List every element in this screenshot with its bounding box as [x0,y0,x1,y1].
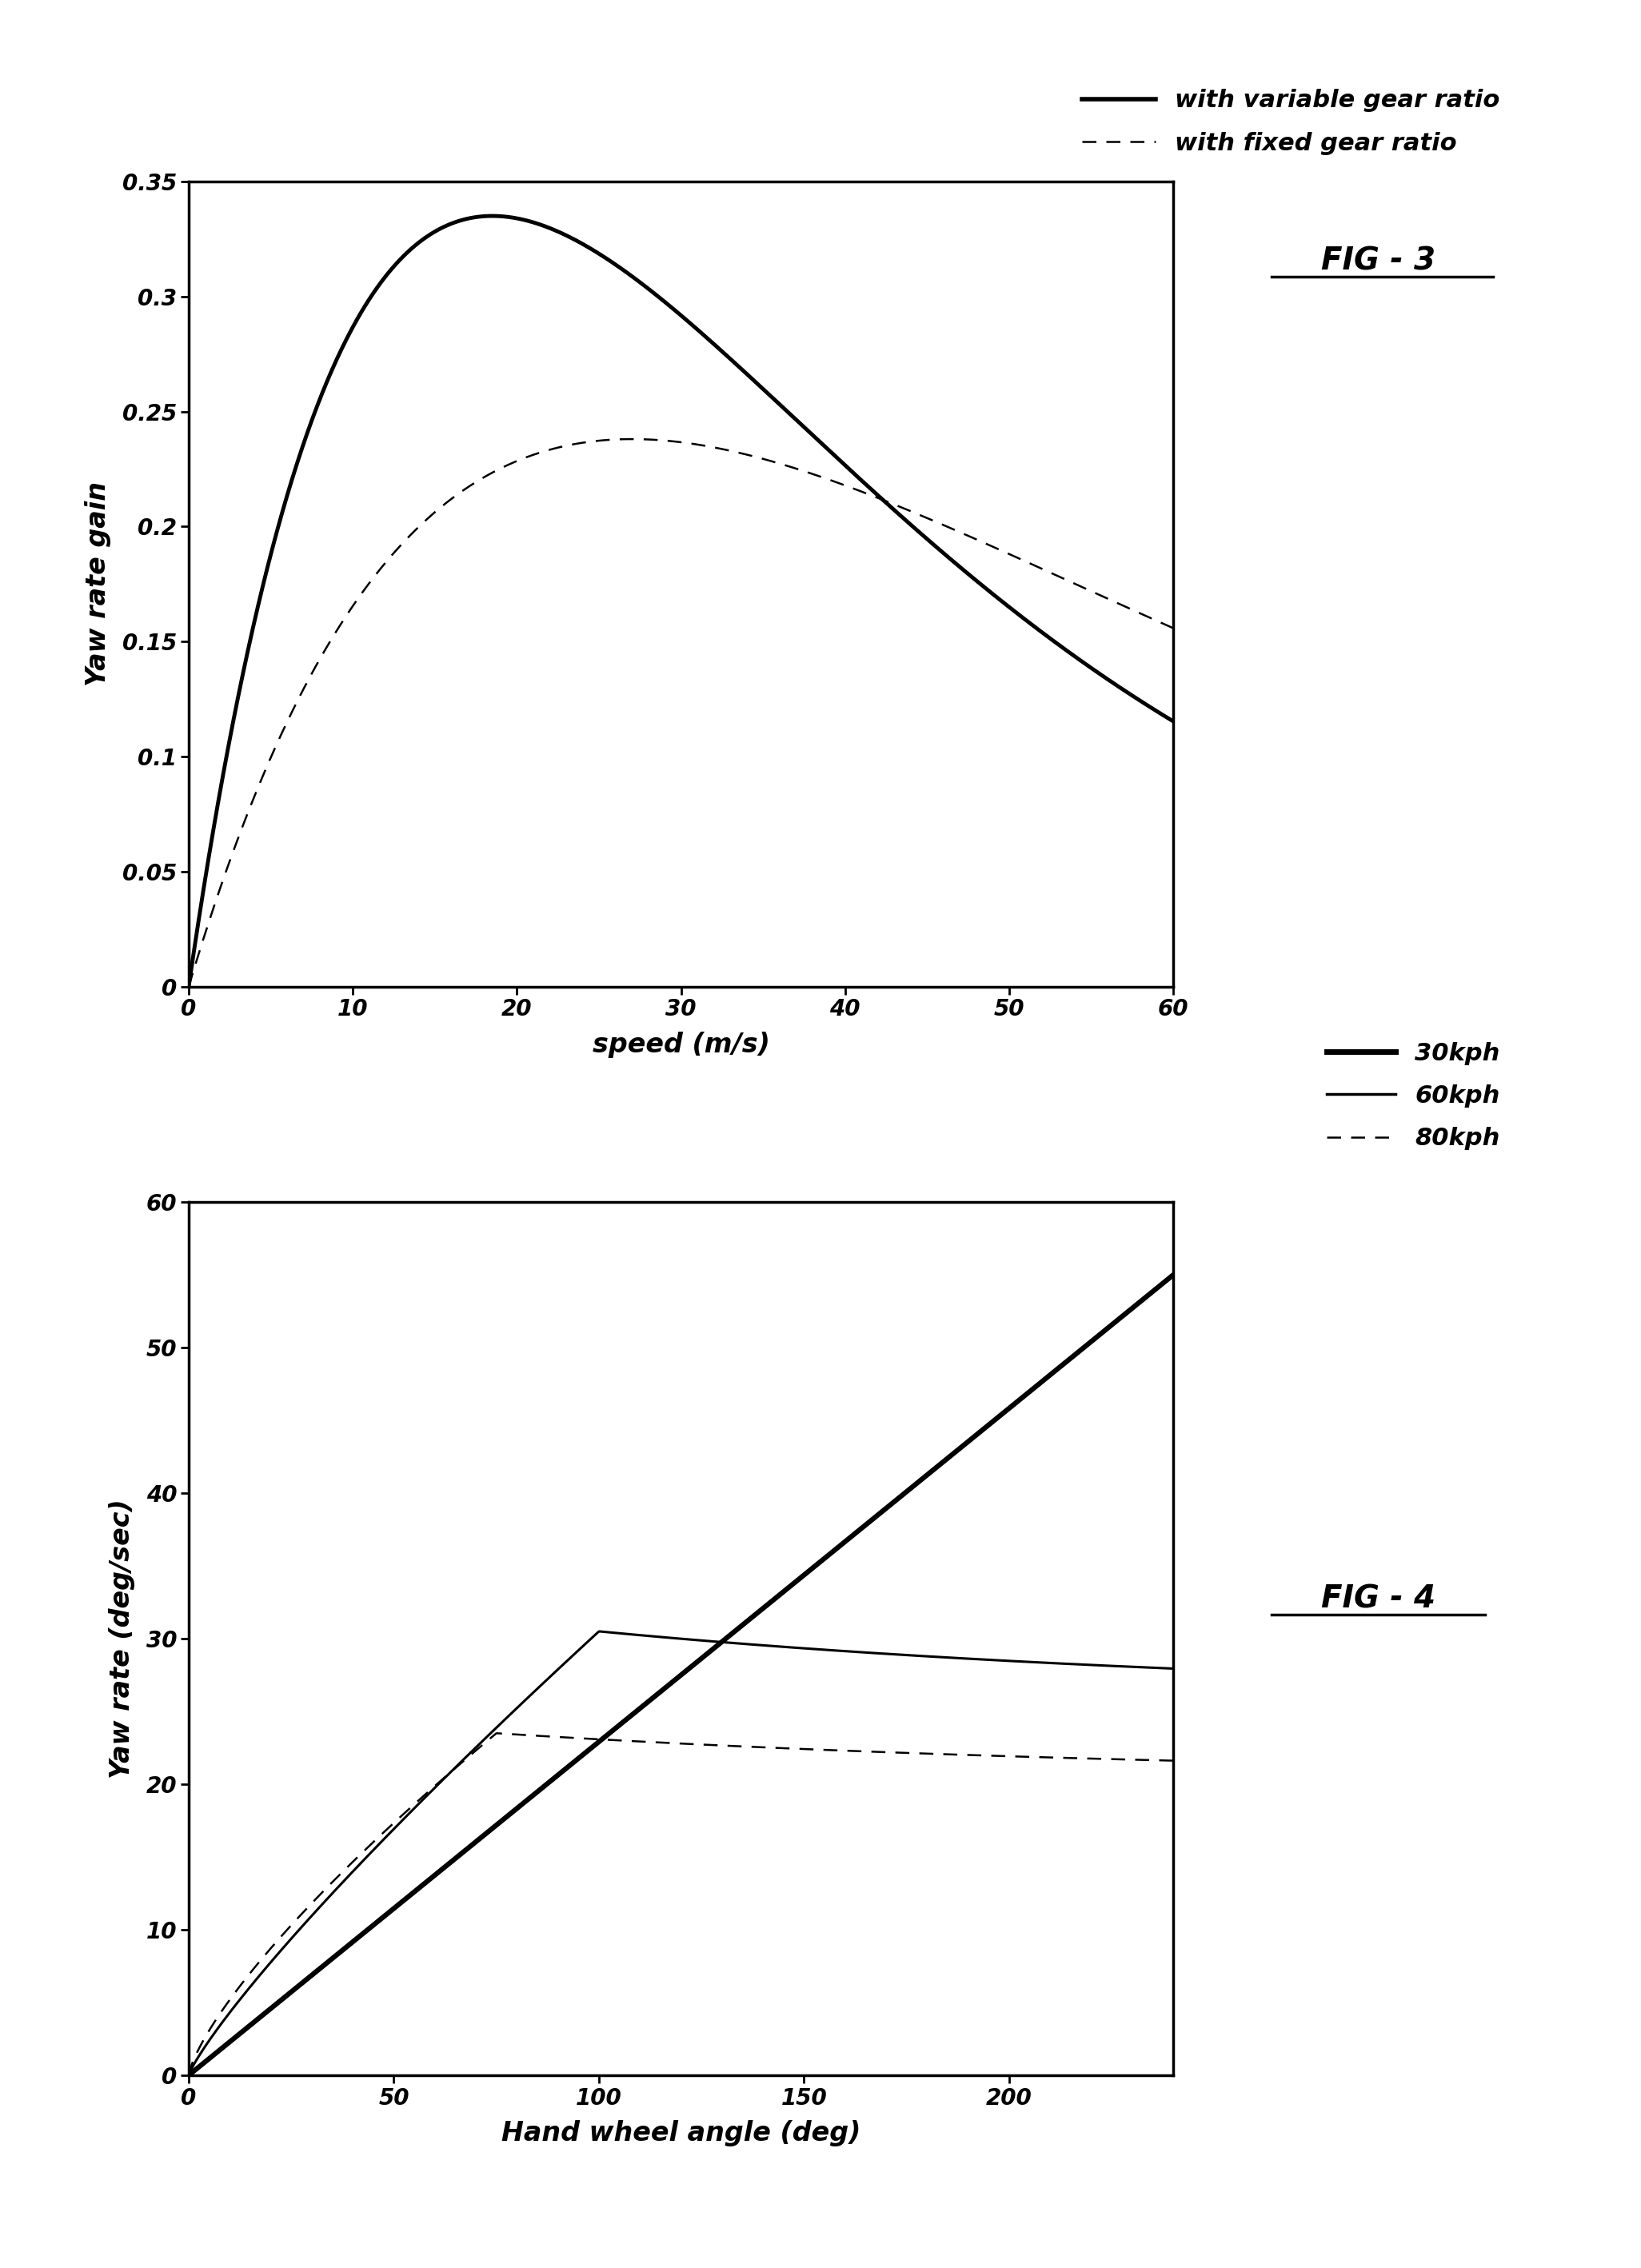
Y-axis label: Yaw rate (deg/sec): Yaw rate (deg/sec) [108,1499,135,1778]
X-axis label: speed (m/s): speed (m/s) [592,1032,770,1059]
Y-axis label: Yaw rate gain: Yaw rate gain [85,481,112,687]
Text: FIG - 4: FIG - 4 [1321,1583,1436,1615]
Legend: with variable gear ratio, with fixed gear ratio: with variable gear ratio, with fixed gea… [1072,79,1510,166]
Legend: 30kph, 60kph, 80kph: 30kph, 60kph, 80kph [1318,1032,1510,1161]
Text: FIG - 3: FIG - 3 [1321,245,1436,277]
X-axis label: Hand wheel angle (deg): Hand wheel angle (deg) [502,2121,860,2148]
